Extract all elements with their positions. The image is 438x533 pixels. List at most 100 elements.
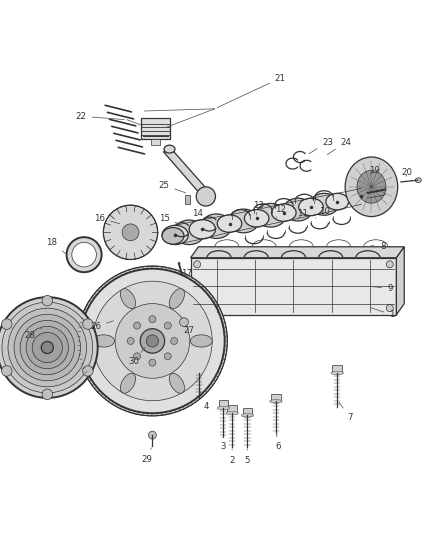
Ellipse shape [241,414,254,417]
Text: 20: 20 [402,168,413,177]
Text: 22: 22 [75,112,124,121]
Text: 15: 15 [159,214,179,224]
Circle shape [386,261,393,268]
Ellipse shape [120,373,136,393]
Text: 10: 10 [315,207,330,219]
Ellipse shape [326,193,349,210]
Circle shape [78,266,227,416]
Circle shape [0,297,98,398]
Text: 4: 4 [200,392,208,411]
Polygon shape [163,152,210,193]
Text: 2: 2 [230,449,235,465]
Circle shape [2,302,93,393]
Circle shape [20,320,74,375]
Bar [219,400,228,408]
Text: 12: 12 [275,205,286,219]
Circle shape [26,326,68,369]
Bar [271,393,281,401]
Circle shape [1,319,12,329]
Text: 6: 6 [276,431,281,451]
Ellipse shape [345,157,398,216]
Circle shape [180,318,188,327]
Text: 14: 14 [191,209,208,221]
Circle shape [148,431,156,439]
Ellipse shape [162,225,188,245]
Ellipse shape [270,400,282,403]
Text: 8: 8 [371,243,386,251]
Circle shape [42,389,53,400]
Polygon shape [151,140,160,145]
Circle shape [164,353,171,360]
Ellipse shape [120,289,136,309]
Text: 19: 19 [369,166,380,175]
Ellipse shape [193,371,205,375]
Text: 16: 16 [94,214,120,224]
Ellipse shape [201,214,232,238]
Ellipse shape [283,198,312,221]
Text: 28: 28 [24,328,42,340]
Circle shape [149,316,156,323]
Circle shape [196,187,215,206]
Ellipse shape [191,335,212,347]
Text: 13: 13 [253,201,264,215]
Ellipse shape [217,215,242,232]
Ellipse shape [357,171,386,203]
Circle shape [122,224,139,241]
Circle shape [1,366,12,376]
Circle shape [386,304,393,312]
Circle shape [83,319,93,329]
Text: 1: 1 [371,308,395,319]
Text: 9: 9 [371,284,392,293]
Circle shape [41,342,53,353]
Circle shape [127,337,134,344]
Text: 5: 5 [245,449,250,465]
Circle shape [194,304,201,312]
Ellipse shape [299,198,323,216]
Ellipse shape [217,406,230,410]
Text: 11: 11 [297,209,308,219]
Circle shape [194,261,201,268]
Circle shape [93,281,212,401]
Polygon shape [396,247,404,314]
Circle shape [32,333,63,362]
Ellipse shape [255,204,286,227]
Ellipse shape [169,289,184,309]
Text: 18: 18 [46,238,66,254]
Ellipse shape [169,373,184,393]
Circle shape [115,304,190,378]
Circle shape [164,322,171,329]
Ellipse shape [310,193,339,215]
Text: 25: 25 [158,181,186,193]
Text: 7: 7 [339,402,353,422]
Circle shape [14,314,81,381]
Bar [194,365,204,373]
Circle shape [83,366,93,376]
Ellipse shape [244,209,269,227]
Ellipse shape [351,189,372,204]
Polygon shape [191,258,396,314]
Polygon shape [191,247,404,258]
Ellipse shape [226,411,238,415]
Bar [332,365,342,373]
Ellipse shape [272,204,296,221]
Circle shape [67,237,102,272]
Circle shape [146,335,159,347]
Ellipse shape [164,145,175,153]
Circle shape [8,308,87,387]
Text: 3: 3 [221,437,226,451]
Circle shape [134,322,141,329]
Circle shape [171,337,178,344]
Circle shape [134,353,141,360]
Bar [185,195,190,204]
Circle shape [42,295,53,306]
Circle shape [140,329,165,353]
Ellipse shape [92,335,114,347]
Bar [243,408,252,415]
Bar [227,405,237,413]
Polygon shape [141,118,170,140]
Text: 23: 23 [309,138,333,154]
Ellipse shape [174,220,205,245]
Text: 30: 30 [128,348,145,367]
Ellipse shape [189,220,215,239]
Text: 27: 27 [184,322,195,335]
